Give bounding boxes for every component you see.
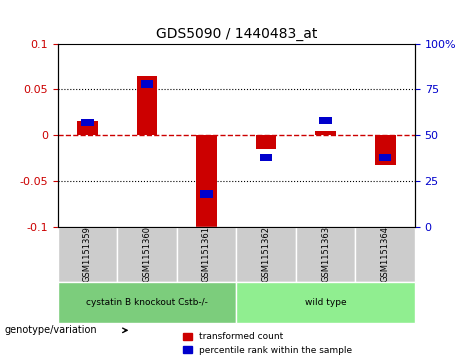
Text: wild type: wild type <box>305 298 346 307</box>
FancyBboxPatch shape <box>236 227 296 282</box>
FancyBboxPatch shape <box>236 282 415 323</box>
Title: GDS5090 / 1440483_at: GDS5090 / 1440483_at <box>155 27 317 41</box>
FancyBboxPatch shape <box>296 227 355 282</box>
Bar <box>200 190 213 197</box>
Legend: transformed count, percentile rank within the sample: transformed count, percentile rank withi… <box>179 329 356 359</box>
Bar <box>260 154 272 161</box>
Text: genotype/variation: genotype/variation <box>5 325 97 335</box>
Bar <box>319 117 332 124</box>
Bar <box>379 154 391 161</box>
FancyBboxPatch shape <box>58 282 236 323</box>
Text: GSM1151359: GSM1151359 <box>83 227 92 282</box>
Bar <box>375 135 396 164</box>
FancyBboxPatch shape <box>117 227 177 282</box>
FancyBboxPatch shape <box>58 227 117 282</box>
Text: cystatin B knockout Cstb-/-: cystatin B knockout Cstb-/- <box>86 298 208 307</box>
Text: GSM1151361: GSM1151361 <box>202 227 211 282</box>
Bar <box>315 131 336 135</box>
Bar <box>255 135 277 149</box>
Text: GSM1151362: GSM1151362 <box>261 227 271 282</box>
Bar <box>141 80 153 87</box>
Text: GSM1151363: GSM1151363 <box>321 226 330 282</box>
Bar <box>196 135 217 229</box>
FancyBboxPatch shape <box>177 227 236 282</box>
Bar <box>81 119 94 126</box>
Text: GSM1151360: GSM1151360 <box>142 227 152 282</box>
Bar <box>77 122 98 135</box>
Bar <box>136 76 157 135</box>
FancyBboxPatch shape <box>355 227 415 282</box>
Text: GSM1151364: GSM1151364 <box>381 227 390 282</box>
